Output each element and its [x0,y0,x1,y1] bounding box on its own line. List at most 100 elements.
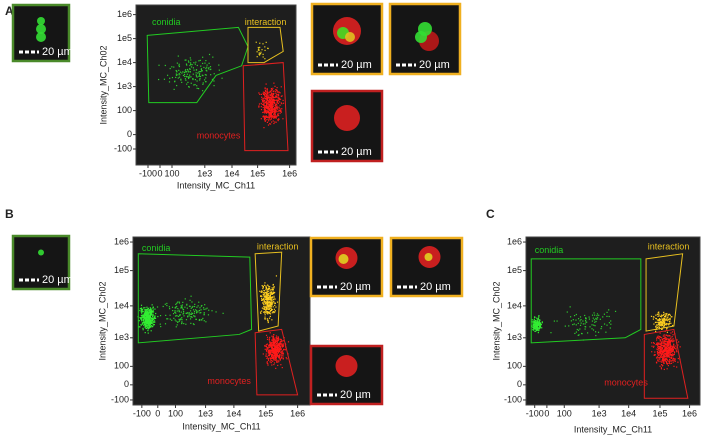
event-dot [270,94,272,96]
event-dot [171,319,173,321]
event-dot [175,73,177,75]
event-dot [258,103,261,105]
event-dot [536,320,538,322]
event-dot [150,320,152,322]
event-dot [204,62,206,64]
event-dot [658,350,660,352]
event-dot [194,63,196,65]
event-dot [591,320,594,322]
event-dot [272,338,274,340]
event-dot [539,326,541,328]
event-dot [193,310,196,313]
event-dot [271,291,273,293]
event-dot [270,349,272,351]
event-dot [265,100,267,102]
event-dot [585,318,587,320]
event-dot [586,321,588,323]
event-dot [666,338,668,340]
event-dot [573,323,575,325]
event-dot [272,354,274,356]
event-dot [671,359,674,361]
event-dot [154,315,156,317]
event-dot [267,358,269,360]
event-dot [271,319,273,321]
event-dot [263,93,265,96]
event-dot [275,349,277,351]
event-dot [269,289,271,291]
event-dot [662,354,664,356]
event-dot [538,326,540,329]
event-dot [263,111,265,113]
event-dot [535,329,538,331]
event-dot [264,102,266,104]
event-dot [138,326,140,328]
event-dot [277,95,280,97]
event-dot [181,317,183,319]
event-dot [148,326,150,328]
event-dot [276,108,278,110]
event-dot [222,312,224,314]
event-dot [266,312,268,314]
event-dot [606,311,608,313]
event-dot [663,368,665,371]
event-dot [263,308,265,310]
event-dot [274,291,276,294]
event-dot [670,356,672,359]
event-dot [263,311,266,313]
event-dot [264,120,266,122]
event-dot [264,298,266,300]
event-dot [669,354,671,356]
event-dot [271,99,273,101]
event-dot [186,312,188,314]
event-dot [665,351,668,353]
event-dot [174,311,176,313]
event-dot [282,102,285,104]
gate [247,26,284,64]
event-dot [271,312,273,314]
event-dot [174,319,176,321]
event-dot [145,316,147,319]
event-dot [278,98,281,100]
x-tick-label: 0 [544,408,549,418]
event-dot [200,68,202,71]
event-dot [282,358,284,360]
event-dot [269,295,271,298]
event-dot [270,115,273,117]
event-dot [154,317,157,320]
event-dot [656,319,659,321]
event-dot [273,337,275,339]
event-dot [274,350,277,352]
event-dot [267,296,269,299]
event-dot [143,323,145,325]
event-dot [184,298,186,300]
event-dot [272,341,274,343]
event-dot [663,350,665,352]
event-dot [186,303,188,305]
event-dot [150,310,152,312]
event-dot [659,347,661,349]
event-dot [663,341,665,344]
event-dot [271,287,273,289]
event-dot [196,80,198,82]
event-dot [573,314,576,317]
event-dot [187,316,189,318]
event-dot [184,75,186,78]
event-dot [669,349,672,351]
event-dot [264,111,267,113]
event-dot [533,325,536,328]
event-dot [651,351,653,353]
event-dot [185,59,187,61]
event-dot [185,71,188,73]
event-dot [189,64,191,67]
event-dot [173,66,175,68]
event-dot [277,119,279,122]
event-dot [263,127,265,129]
event-dot [275,99,277,101]
event-dot [664,337,666,339]
event-dot [281,95,283,97]
event-dot [275,104,277,107]
event-dot [667,365,669,367]
event-dot [609,327,611,329]
event-dot [207,68,210,70]
event-dot [279,359,281,361]
